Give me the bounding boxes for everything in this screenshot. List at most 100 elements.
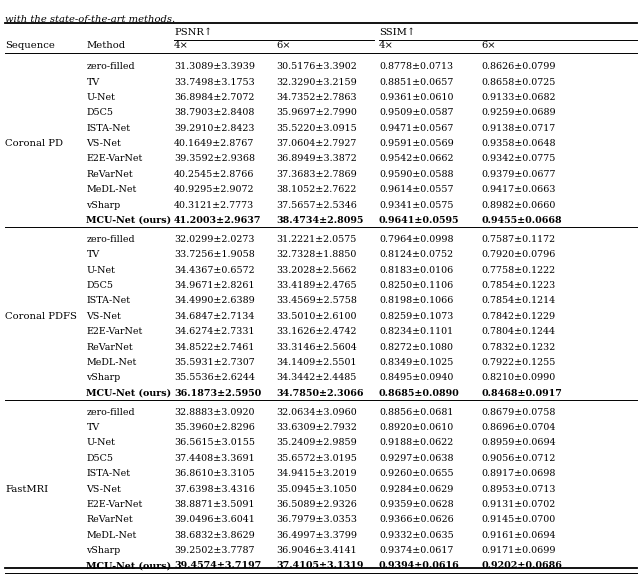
Text: 34.4367±0.6572: 34.4367±0.6572 [174, 266, 255, 275]
Text: 0.7920±0.0796: 0.7920±0.0796 [481, 250, 556, 259]
Text: 38.8871±3.5091: 38.8871±3.5091 [174, 500, 255, 509]
Text: 0.7842±0.1229: 0.7842±0.1229 [481, 312, 556, 321]
Text: 39.2502±3.7787: 39.2502±3.7787 [174, 546, 255, 555]
Text: 36.5089±2.9326: 36.5089±2.9326 [276, 500, 357, 509]
Text: 31.2221±2.0575: 31.2221±2.0575 [276, 235, 357, 244]
Text: TV: TV [86, 250, 100, 259]
Text: 36.7979±3.0353: 36.7979±3.0353 [276, 515, 358, 524]
Text: 34.6274±2.7331: 34.6274±2.7331 [174, 327, 255, 336]
Text: 0.8626±0.0799: 0.8626±0.0799 [481, 62, 556, 71]
Text: 0.7587±0.1172: 0.7587±0.1172 [481, 235, 556, 244]
Text: 34.7352±2.7863: 34.7352±2.7863 [276, 93, 357, 102]
Text: 0.8679±0.0758: 0.8679±0.0758 [481, 408, 556, 417]
Text: 0.9138±0.0717: 0.9138±0.0717 [481, 123, 556, 133]
Text: 0.9509±0.0587: 0.9509±0.0587 [379, 108, 453, 117]
Text: D5C5: D5C5 [86, 108, 113, 117]
Text: 32.0634±3.0960: 32.0634±3.0960 [276, 408, 357, 417]
Text: MCU-Net (ours): MCU-Net (ours) [86, 561, 172, 571]
Text: TV: TV [86, 77, 100, 87]
Text: ISTA-Net: ISTA-Net [86, 296, 131, 305]
Text: 0.9379±0.0677: 0.9379±0.0677 [481, 170, 556, 179]
Text: 37.4105±3.1319: 37.4105±3.1319 [276, 561, 364, 571]
Text: Sequence: Sequence [5, 41, 55, 50]
Text: 0.9542±0.0662: 0.9542±0.0662 [379, 154, 453, 164]
Text: 0.8349±0.1025: 0.8349±0.1025 [379, 358, 453, 367]
Text: 36.8949±3.3872: 36.8949±3.3872 [276, 154, 357, 164]
Text: 0.9202±0.0686: 0.9202±0.0686 [481, 561, 562, 571]
Text: 0.9366±0.0626: 0.9366±0.0626 [379, 515, 454, 524]
Text: 6×: 6× [481, 41, 496, 50]
Text: PSNR↑: PSNR↑ [174, 28, 212, 37]
Text: 36.9046±3.4141: 36.9046±3.4141 [276, 546, 357, 555]
Text: 0.9591±0.0569: 0.9591±0.0569 [379, 139, 454, 148]
Text: MeDL-Net: MeDL-Net [86, 531, 137, 540]
Text: 4×: 4× [379, 41, 394, 50]
Text: 0.9260±0.0655: 0.9260±0.0655 [379, 469, 454, 478]
Text: 0.9341±0.0575: 0.9341±0.0575 [379, 200, 453, 210]
Text: 36.5615±3.0155: 36.5615±3.0155 [174, 439, 255, 447]
Text: Coronal PD: Coronal PD [5, 139, 63, 148]
Text: D5C5: D5C5 [86, 281, 113, 290]
Text: 0.7964±0.0998: 0.7964±0.0998 [379, 235, 453, 244]
Text: 35.5536±2.6244: 35.5536±2.6244 [174, 373, 255, 382]
Text: 0.8685±0.0890: 0.8685±0.0890 [379, 389, 460, 398]
Text: 39.2910±2.8423: 39.2910±2.8423 [174, 123, 255, 133]
Text: 33.6309±2.7932: 33.6309±2.7932 [276, 423, 357, 432]
Text: 38.6832±3.8629: 38.6832±3.8629 [174, 531, 255, 540]
Text: 39.3592±2.9368: 39.3592±2.9368 [174, 154, 255, 164]
Text: 0.9188±0.0622: 0.9188±0.0622 [379, 439, 453, 447]
Text: 0.9361±0.0610: 0.9361±0.0610 [379, 93, 453, 102]
Text: 33.3146±2.5604: 33.3146±2.5604 [276, 343, 357, 352]
Text: 37.4408±3.3691: 37.4408±3.3691 [174, 454, 255, 463]
Text: 34.8522±2.7461: 34.8522±2.7461 [174, 343, 255, 352]
Text: 0.8210±0.0990: 0.8210±0.0990 [481, 373, 556, 382]
Text: 33.2028±2.5662: 33.2028±2.5662 [276, 266, 357, 275]
Text: 0.8959±0.0694: 0.8959±0.0694 [481, 439, 556, 447]
Text: 0.8953±0.0713: 0.8953±0.0713 [481, 484, 556, 494]
Text: 0.8982±0.0660: 0.8982±0.0660 [481, 200, 556, 210]
Text: 40.2545±2.8766: 40.2545±2.8766 [174, 170, 255, 179]
Text: 0.9342±0.0775: 0.9342±0.0775 [481, 154, 556, 164]
Text: 33.4569±2.5758: 33.4569±2.5758 [276, 296, 357, 305]
Text: ISTA-Net: ISTA-Net [86, 469, 131, 478]
Text: 35.5931±2.7307: 35.5931±2.7307 [174, 358, 255, 367]
Text: 0.9161±0.0694: 0.9161±0.0694 [481, 531, 556, 540]
Text: 35.0945±3.1050: 35.0945±3.1050 [276, 484, 357, 494]
Text: 0.9284±0.0629: 0.9284±0.0629 [379, 484, 453, 494]
Text: 0.9056±0.0712: 0.9056±0.0712 [481, 454, 556, 463]
Text: 32.3290±3.2159: 32.3290±3.2159 [276, 77, 357, 87]
Text: 40.1649±2.8767: 40.1649±2.8767 [174, 139, 255, 148]
Text: 0.7758±0.1222: 0.7758±0.1222 [481, 266, 556, 275]
Text: 36.8984±2.7072: 36.8984±2.7072 [174, 93, 255, 102]
Text: 32.0299±2.0273: 32.0299±2.0273 [174, 235, 255, 244]
Text: TV: TV [86, 423, 100, 432]
Text: 0.7832±0.1232: 0.7832±0.1232 [481, 343, 556, 352]
Text: vSharp: vSharp [86, 200, 121, 210]
Text: 0.8272±0.1080: 0.8272±0.1080 [379, 343, 453, 352]
Text: MeDL-Net: MeDL-Net [86, 185, 137, 194]
Text: 34.6847±2.7134: 34.6847±2.7134 [174, 312, 255, 321]
Text: ISTA-Net: ISTA-Net [86, 123, 131, 133]
Text: FastMRI: FastMRI [5, 484, 48, 494]
Text: 34.9671±2.8261: 34.9671±2.8261 [174, 281, 255, 290]
Text: 0.9332±0.0635: 0.9332±0.0635 [379, 531, 454, 540]
Text: 0.9359±0.0628: 0.9359±0.0628 [379, 500, 454, 509]
Text: 0.8468±0.0917: 0.8468±0.0917 [481, 389, 562, 398]
Text: 0.9614±0.0557: 0.9614±0.0557 [379, 185, 453, 194]
Text: 35.2409±2.9859: 35.2409±2.9859 [276, 439, 357, 447]
Text: with the state-of-the-art methods.: with the state-of-the-art methods. [5, 15, 175, 24]
Text: 38.1052±2.7622: 38.1052±2.7622 [276, 185, 357, 194]
Text: 0.9471±0.0567: 0.9471±0.0567 [379, 123, 453, 133]
Text: 0.9590±0.0588: 0.9590±0.0588 [379, 170, 453, 179]
Text: 0.8920±0.0610: 0.8920±0.0610 [379, 423, 453, 432]
Text: 35.3960±2.8296: 35.3960±2.8296 [174, 423, 255, 432]
Text: 0.8198±0.1066: 0.8198±0.1066 [379, 296, 453, 305]
Text: 32.8883±3.0920: 32.8883±3.0920 [174, 408, 255, 417]
Text: E2E-VarNet: E2E-VarNet [86, 154, 143, 164]
Text: 31.3089±3.3939: 31.3089±3.3939 [174, 62, 255, 71]
Text: 0.8250±0.1106: 0.8250±0.1106 [379, 281, 453, 290]
Text: 0.7922±0.1255: 0.7922±0.1255 [481, 358, 556, 367]
Text: 34.4990±2.6389: 34.4990±2.6389 [174, 296, 255, 305]
Text: 0.9455±0.0668: 0.9455±0.0668 [481, 216, 562, 225]
Text: VS-Net: VS-Net [86, 312, 121, 321]
